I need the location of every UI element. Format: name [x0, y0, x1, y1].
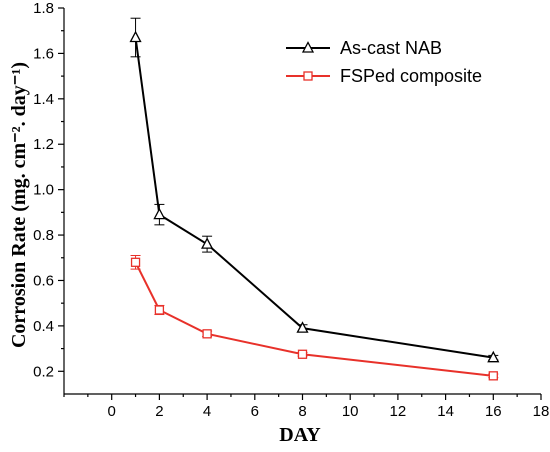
- y-axis-title: Corrosion Rate (mg. cm⁻². day⁻¹): [8, 62, 30, 348]
- x-tick-label: 14: [437, 403, 454, 420]
- data-point-square: [297, 349, 308, 359]
- y-tick-label: 1.2: [33, 136, 54, 153]
- x-tick-label: 4: [203, 403, 211, 420]
- series-1: [129, 17, 500, 363]
- data-point-triangle: [129, 30, 142, 43]
- legend-marker: [301, 41, 315, 53]
- x-tick-label: 0: [108, 403, 116, 420]
- series-2: [130, 254, 499, 381]
- series-line: [134, 261, 494, 377]
- legend-label: FSPed composite: [340, 66, 482, 86]
- x-tick-label: 2: [155, 403, 163, 420]
- y-tick-label: 0.4: [33, 318, 54, 335]
- legend-marker: [303, 71, 313, 81]
- data-point-triangle: [153, 207, 166, 220]
- data-point-square: [488, 371, 498, 381]
- y-tick-label: 1.0: [33, 182, 54, 199]
- legend-item: As-cast NAB: [286, 38, 442, 58]
- x-tick-label: 12: [390, 403, 407, 420]
- x-tick-label: 18: [533, 403, 550, 420]
- series-layer: [129, 17, 500, 381]
- data-point-square: [202, 329, 212, 339]
- x-tick-label: 8: [298, 403, 306, 420]
- data-point-triangle: [487, 350, 500, 363]
- legend-item: FSPed composite: [286, 66, 482, 86]
- data-point-triangle: [296, 321, 309, 333]
- legend: As-cast NAB FSPed composite: [286, 38, 482, 86]
- data-point-square: [154, 305, 165, 315]
- y-tick-label: 0.8: [33, 227, 54, 244]
- data-point-triangle: [201, 237, 214, 249]
- x-axis-title: DAY: [279, 424, 321, 446]
- y-tick-label: 0.6: [33, 272, 54, 289]
- y-tick-label: 1.8: [33, 0, 54, 17]
- y-tick-label: 1.4: [33, 91, 54, 108]
- y-tick-label: 1.6: [33, 45, 54, 62]
- x-tick-label: 6: [251, 403, 259, 420]
- axes-layer: 0 2 4 6 8 10 12 14 16 18 0.2 0.4 0.6 0.8 1.0 1.2 1.4 1.6 1…: [33, 0, 549, 420]
- y-tick-label: 0.2: [33, 363, 54, 380]
- x-tick-label: 10: [342, 403, 359, 420]
- data-point-square: [130, 257, 141, 267]
- x-tick-label: 16: [485, 403, 502, 420]
- legend-label: As-cast NAB: [340, 38, 442, 58]
